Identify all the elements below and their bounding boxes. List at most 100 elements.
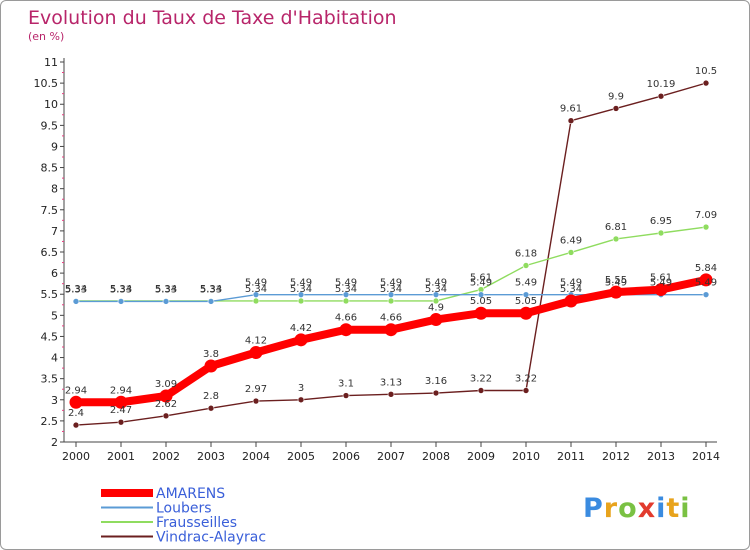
data-label-amarens: 5.34 (560, 284, 582, 295)
data-point-amarens (204, 359, 218, 373)
data-label-vindrac-alayrac: 2.8 (203, 391, 219, 402)
data-label-frausseilles: 5.34 (110, 284, 132, 295)
data-label-loubers: 5.33 (65, 284, 87, 295)
data-label-vindrac-alayrac: 3.22 (515, 373, 537, 384)
data-label-frausseilles: 6.95 (650, 216, 672, 227)
data-point-vindrac-alayrac (477, 387, 485, 394)
legend-entry: Loubers (156, 501, 212, 517)
data-point-amarens (69, 395, 83, 409)
data-label-frausseilles: 5.61 (470, 273, 492, 284)
data-point-vindrac-alayrac (612, 105, 620, 112)
data-label-loubers: 5.49 (290, 278, 312, 289)
data-point-vindrac-alayrac (252, 397, 260, 405)
y-tick-label: 8.5 (41, 162, 59, 175)
data-point-loubers (117, 298, 125, 305)
data-point-loubers (477, 291, 485, 298)
data-label-frausseilles: 5.34 (245, 284, 267, 295)
data-label-amarens: 3.8 (203, 349, 219, 360)
data-label-frausseilles: 6.18 (515, 249, 537, 260)
y-tick-label: 9.5 (41, 119, 59, 132)
data-labels-layer: 2.4 2.47 2.62 2.8 2.97 3 3.1 3.13 3.16 3.22 3.22 9.… (65, 66, 717, 419)
svg-text:Proxiti: Proxiti (583, 493, 691, 524)
series-line-vindrac-alayrac (75, 82, 707, 426)
data-label-amarens: 4.66 (335, 313, 357, 324)
data-point-vindrac-alayrac (702, 79, 710, 87)
x-tick-label: 2006 (332, 450, 360, 463)
data-label-loubers: 5.49 (695, 278, 717, 289)
data-label-vindrac-alayrac: 3.1 (338, 379, 354, 390)
data-label-vindrac-alayrac: 9.9 (608, 91, 624, 102)
x-tick-label: 2012 (602, 450, 630, 463)
y-tick-label: 9 (51, 140, 58, 153)
y-tick-label: 2 (51, 436, 58, 449)
y-tick-label: 10 (44, 98, 58, 111)
data-label-frausseilles: 6.81 (605, 222, 627, 233)
y-tick-label: 7 (51, 225, 58, 238)
data-label-loubers: 5.33 (155, 284, 177, 295)
data-point-loubers (342, 291, 350, 298)
x-tick-label: 2004 (242, 450, 270, 463)
data-label-vindrac-alayrac: 3.16 (425, 376, 447, 387)
data-label-vindrac-alayrac: 9.61 (560, 104, 582, 115)
data-label-vindrac-alayrac: 2.47 (110, 405, 132, 416)
data-point-amarens (114, 395, 128, 409)
legend: AMARENSLoubersFrausseillesVindrac-Alayra… (101, 486, 266, 546)
data-label-amarens: 5.55 (605, 275, 627, 286)
data-label-amarens: 4.12 (245, 335, 267, 346)
x-tick-label: 2009 (467, 450, 495, 463)
data-point-loubers (702, 291, 710, 298)
data-point-frausseilles (657, 229, 665, 237)
x-tick-label: 2000 (62, 450, 90, 463)
data-point-vindrac-alayrac (117, 418, 125, 426)
data-point-amarens (384, 323, 398, 337)
data-point-amarens (159, 389, 173, 403)
data-point-vindrac-alayrac (387, 390, 395, 398)
x-tick-label: 2003 (197, 450, 225, 463)
data-label-frausseilles: 7.09 (695, 210, 717, 221)
data-label-loubers: 5.49 (515, 278, 537, 289)
data-label-loubers: 5.33 (110, 284, 132, 295)
data-point-vindrac-alayrac (342, 392, 350, 399)
data-label-frausseilles: 5.34 (290, 284, 312, 295)
data-point-vindrac-alayrac (567, 117, 575, 124)
data-point-frausseilles (567, 249, 575, 256)
data-point-loubers (387, 291, 395, 298)
data-label-loubers: 5.49 (380, 278, 402, 289)
x-tick-label: 2011 (557, 450, 585, 463)
y-tick-label: 6 (51, 267, 58, 280)
data-point-frausseilles (387, 297, 395, 305)
data-point-frausseilles (342, 297, 350, 305)
axes: 2 2.5 3 3.5 4 4.5 5 5.5 6 6.5 7 7.5 8 8.5 9 9.5 10 10.5 11… (34, 56, 721, 463)
data-point-amarens (519, 306, 533, 320)
x-tick-label: 2002 (152, 450, 180, 463)
data-label-loubers: 5.49 (245, 278, 267, 289)
legend-entry: Frausseilles (156, 515, 237, 531)
data-point-vindrac-alayrac (432, 389, 440, 397)
y-tick-label: 6.5 (41, 246, 59, 259)
data-point-frausseilles (612, 235, 620, 243)
data-point-loubers (252, 291, 260, 298)
y-tick-label: 2.5 (41, 415, 59, 428)
data-label-loubers: 5.49 (650, 278, 672, 289)
data-label-amarens: 5.05 (515, 296, 537, 307)
data-point-vindrac-alayrac (162, 412, 170, 420)
data-label-amarens: 4.66 (380, 313, 402, 324)
data-point-frausseilles (432, 297, 440, 305)
data-label-vindrac-alayrac: 10.19 (647, 79, 676, 90)
data-point-frausseilles (252, 297, 260, 305)
data-label-amarens: 4.9 (428, 303, 444, 314)
legend-entry: Vindrac-Alayrac (156, 530, 266, 546)
y-tick-label: 3.5 (41, 373, 59, 386)
data-label-vindrac-alayrac: 3.13 (380, 377, 402, 388)
data-point-vindrac-alayrac (207, 404, 215, 412)
data-point-amarens (249, 345, 263, 359)
data-label-loubers: 5.49 (425, 278, 447, 289)
data-point-amarens (474, 306, 488, 320)
data-label-vindrac-alayrac: 2.97 (245, 384, 267, 395)
data-point-amarens (339, 323, 353, 337)
data-label-amarens: 5.84 (695, 263, 717, 274)
data-point-vindrac-alayrac (657, 92, 665, 100)
data-label-frausseilles: 5.34 (335, 284, 357, 295)
y-tick-label: 5.5 (41, 288, 59, 301)
y-tick-label: 5 (51, 309, 58, 322)
